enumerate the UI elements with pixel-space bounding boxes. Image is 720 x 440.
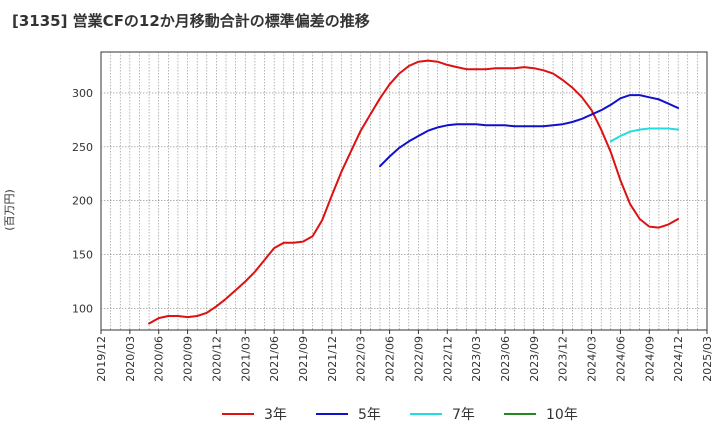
legend-swatch-10yr [504, 413, 536, 415]
x-tick-label: 2021/06 [268, 336, 281, 382]
x-tick-label: 2020/12 [210, 336, 223, 382]
x-tick-label: 2023/12 [557, 336, 570, 382]
x-tick-label: 2024/03 [586, 336, 599, 382]
x-tick-label: 2020/09 [182, 336, 195, 382]
legend-label-10yr: 10年 [546, 407, 578, 423]
x-tick-label: 2023/09 [528, 336, 541, 382]
legend-item-7yr: 7年 [410, 404, 475, 424]
x-tick-label: 2023/03 [470, 336, 483, 382]
legend-label-5yr: 5年 [358, 407, 381, 423]
legend: 3年 5年 7年 10年 [0, 400, 720, 430]
x-tick-label: 2022/09 [412, 336, 425, 382]
legend-item-10yr: 10年 [504, 404, 578, 424]
series-line-0 [148, 59, 680, 325]
legend-item-5yr: 5年 [316, 404, 381, 424]
legend-swatch-5yr [316, 413, 348, 415]
x-tick-label: 2020/03 [124, 336, 137, 382]
line-chart: 100 150 200 250 300 2019/12 2020/03 2020/06 202… [72, 51, 714, 382]
x-tick-label: 2021/03 [239, 336, 252, 382]
x-tick-label: 2019/12 [95, 336, 108, 382]
y-tick-label: 100 [72, 302, 93, 315]
y-axis-ticks: 100 150 200 250 300 [72, 87, 93, 316]
legend-label-3yr: 3年 [264, 407, 287, 423]
x-axis-ticks: 2019/12 2020/03 2020/06 2020/09 2020/12 2021/… [95, 330, 714, 382]
legend-swatch-7yr [410, 413, 442, 415]
y-tick-label: 300 [72, 87, 93, 100]
chart-title: [3135] 営業CFの12か月移動合計の標準偏差の推移 [12, 12, 370, 30]
x-tick-label: 2024/12 [672, 336, 685, 382]
x-tick-label: 2024/09 [643, 336, 656, 382]
x-tick-label: 2020/06 [153, 336, 166, 382]
x-tick-label: 2024/06 [614, 336, 627, 382]
y-tick-label: 200 [72, 195, 93, 208]
series-lines [148, 59, 680, 325]
plot-area [100, 51, 708, 331]
y-tick-label: 250 [72, 141, 93, 154]
legend-swatch-3yr [222, 413, 254, 415]
x-tick-label: 2021/09 [297, 336, 310, 382]
grid-lines [101, 52, 707, 330]
x-tick-label: 2021/12 [326, 336, 339, 382]
legend-label-7yr: 7年 [452, 407, 475, 423]
y-tick-label: 150 [72, 249, 93, 262]
x-tick-label: 2022/06 [384, 336, 397, 382]
series-line-2 [609, 127, 680, 143]
x-tick-label: 2025/03 [701, 336, 714, 382]
x-tick-label: 2023/06 [499, 336, 512, 382]
series-line-1 [379, 94, 680, 168]
x-tick-label: 2022/03 [355, 336, 368, 382]
x-tick-label: 2022/12 [441, 336, 454, 382]
legend-item-3yr: 3年 [222, 404, 287, 424]
